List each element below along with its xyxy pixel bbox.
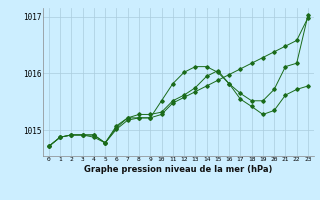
X-axis label: Graphe pression niveau de la mer (hPa): Graphe pression niveau de la mer (hPa) — [84, 165, 273, 174]
